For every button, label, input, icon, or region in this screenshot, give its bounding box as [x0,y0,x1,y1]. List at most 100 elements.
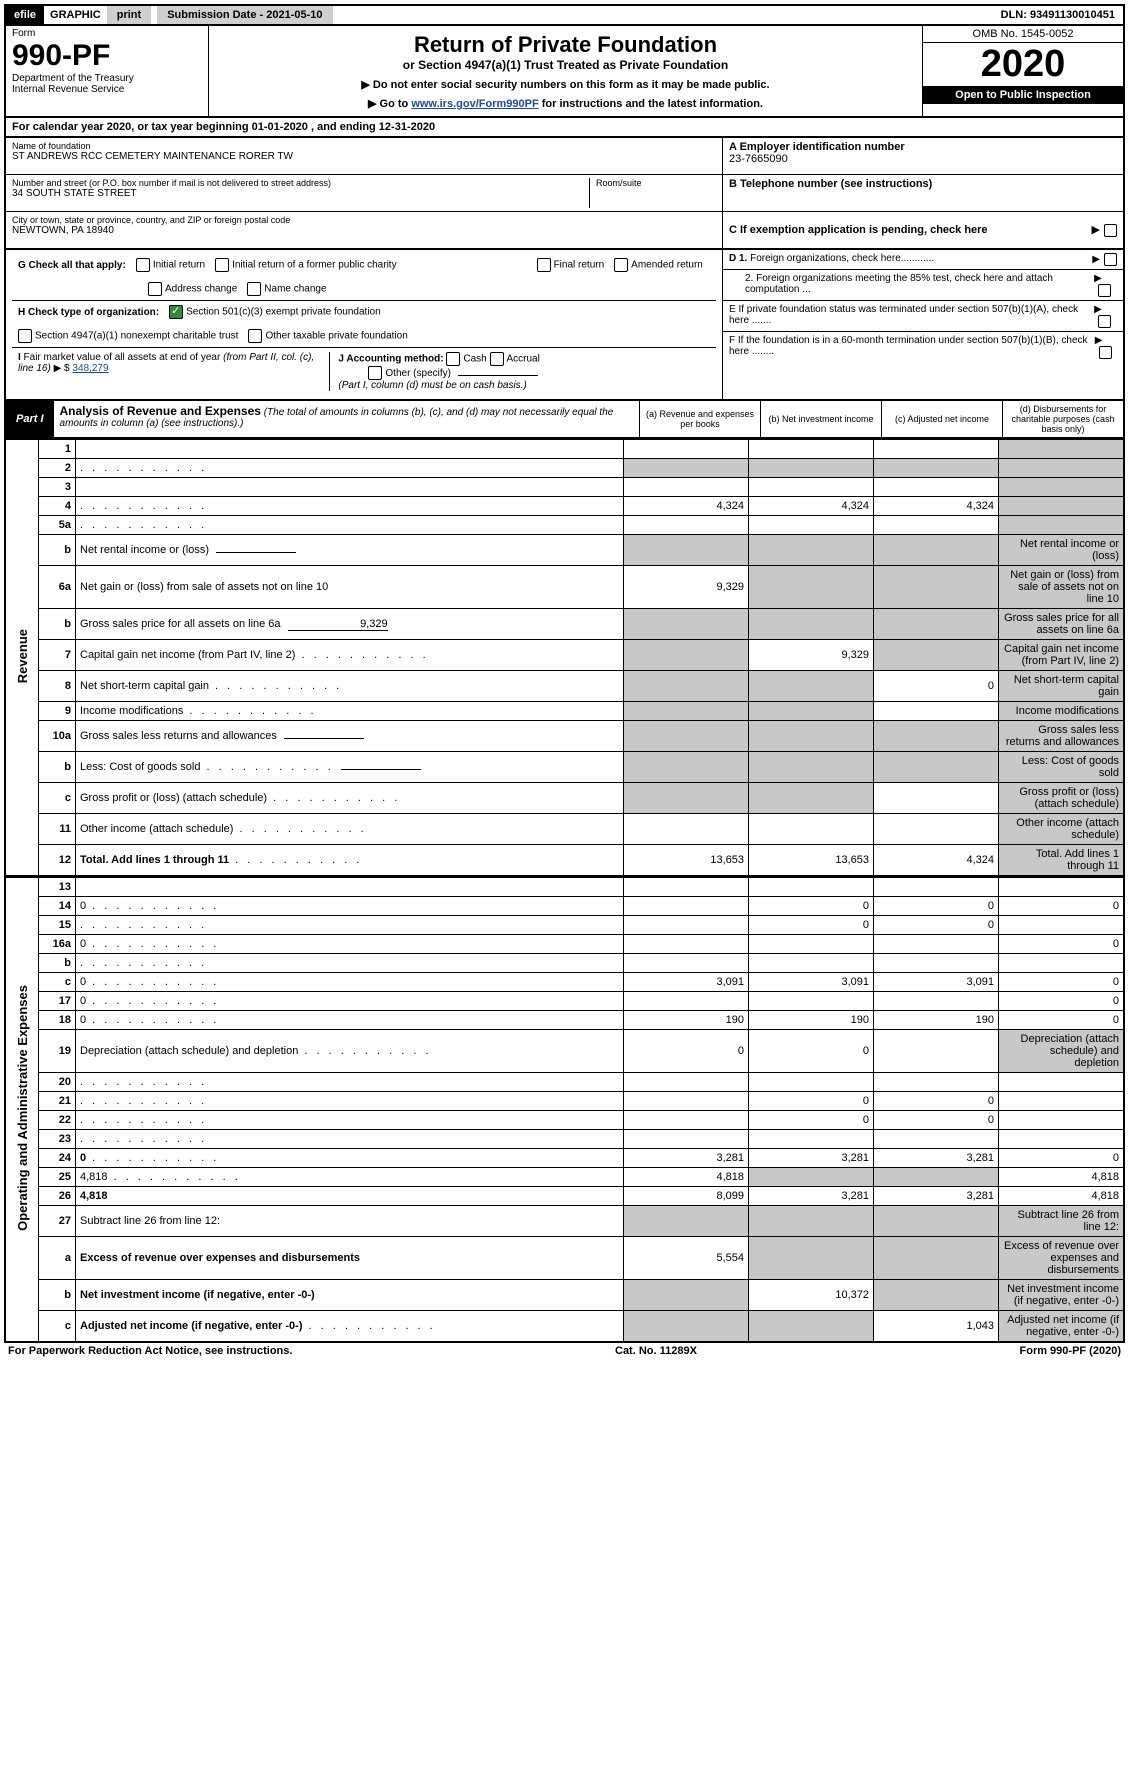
row-num: 19 [39,1030,76,1073]
efile-label: efile [6,6,44,24]
cell-b [749,878,874,897]
footer-left: For Paperwork Reduction Act Notice, see … [8,1345,292,1357]
cell-c [874,478,999,497]
table-row: 7Capital gain net income (from Part IV, … [5,640,1124,671]
cell-a: 13,653 [624,845,749,877]
cell-d: Net rental income or (loss) [999,535,1125,566]
cell-d [999,440,1125,459]
expense-table: Operating and Administrative Expenses131… [4,877,1125,1343]
d2-cell: 2. Foreign organizations meeting the 85%… [723,270,1123,301]
print-button[interactable]: print [107,6,151,24]
g-chk-final[interactable] [537,258,551,272]
row-num: c [39,973,76,992]
cell-a [624,1280,749,1311]
cell-a [624,516,749,535]
cell-b [749,752,874,783]
cell-b [749,516,874,535]
row-num: 27 [39,1206,76,1237]
g-chk-name[interactable] [247,282,261,296]
cell-b: 0 [749,916,874,935]
g-chk-initial-former[interactable] [215,258,229,272]
cell-b: 3,281 [749,1187,874,1206]
cell-c: 3,281 [874,1149,999,1168]
cell-a: 190 [624,1011,749,1030]
cell-b: 0 [749,1092,874,1111]
cell-d: Income modifications [999,702,1125,721]
cell-c [874,640,999,671]
j-other[interactable] [368,366,382,380]
inspection: Open to Public Inspection [923,86,1123,104]
table-row: 44,3244,3244,324 [5,497,1124,516]
cell-c: 4,324 [874,497,999,516]
cell-a [624,916,749,935]
cell-d: 0 [999,897,1125,916]
c-checkbox[interactable] [1104,224,1117,237]
cell-a: 8,099 [624,1187,749,1206]
cell-a [624,783,749,814]
row-desc: Total. Add lines 1 through 11 [76,845,624,877]
row-desc [76,440,624,459]
row-desc [76,878,624,897]
omb: OMB No. 1545-0052 [923,26,1123,43]
row-num: c [39,783,76,814]
cell-c: 0 [874,916,999,935]
e-cell: E If private foundation status was termi… [723,301,1123,332]
cell-d [999,878,1125,897]
row-desc [76,1111,624,1130]
g-chk-initial[interactable] [136,258,150,272]
cell-b [749,1237,874,1280]
cell-d: Depreciation (attach schedule) and deple… [999,1030,1125,1073]
h-chk-4947[interactable] [18,329,32,343]
row-num: 3 [39,478,76,497]
cell-c [874,1280,999,1311]
cell-d [999,954,1125,973]
table-row: 11Other income (attach schedule)Other in… [5,814,1124,845]
h-chk-501c3[interactable] [169,305,183,319]
row-num: a [39,1237,76,1280]
row-num: b [39,535,76,566]
cell-b: 10,372 [749,1280,874,1311]
table-row: 2 [5,459,1124,478]
ij-row: I Fair market value of all assets at end… [12,348,716,395]
cell-d [999,1073,1125,1092]
irs-link[interactable]: www.irs.gov/Form990PF [411,98,538,110]
cell-d: Adjusted net income (if negative, enter … [999,1311,1125,1343]
h-chk-other[interactable] [248,329,262,343]
form-number: 990-PF [12,39,202,73]
g-chk-address[interactable] [148,282,162,296]
row-num: b [39,954,76,973]
cell-b [749,935,874,954]
cell-d: 0 [999,1011,1125,1030]
cell-a [624,478,749,497]
row-desc [76,459,624,478]
revenue-table: Revenue12344,3244,3244,3245abNet rental … [4,439,1125,877]
table-row: bNet rental income or (loss) Net rental … [5,535,1124,566]
row-desc: Adjusted net income (if negative, enter … [76,1311,624,1343]
cell-c: 0 [874,1111,999,1130]
side-label: Operating and Administrative Expenses [5,878,39,1343]
j-accrual[interactable] [490,352,504,366]
table-row: aExcess of revenue over expenses and dis… [5,1237,1124,1280]
table-row: bNet investment income (if negative, ent… [5,1280,1124,1311]
h-row: H Check type of organization: Section 50… [12,301,716,348]
g-chk-amended[interactable] [614,258,628,272]
cell-d: Gross profit or (loss) (attach schedule) [999,783,1125,814]
cell-c [874,459,999,478]
j-cash[interactable] [446,352,460,366]
cell-c [874,752,999,783]
i-value[interactable]: 348,279 [72,363,108,374]
phone-cell: B Telephone number (see instructions) [723,175,1123,212]
table-row: 1700 [5,992,1124,1011]
row-num: 18 [39,1011,76,1030]
dln: DLN: 93491130010451 [993,6,1123,24]
cell-a: 0 [624,1030,749,1073]
cell-a [624,954,749,973]
row-num: 8 [39,671,76,702]
row-num: b [39,609,76,640]
form-title: Return of Private Foundation [217,32,914,58]
row-desc [76,1092,624,1111]
cell-a [624,1073,749,1092]
row-num: 17 [39,992,76,1011]
row-num: 1 [39,440,76,459]
table-row: 5a [5,516,1124,535]
